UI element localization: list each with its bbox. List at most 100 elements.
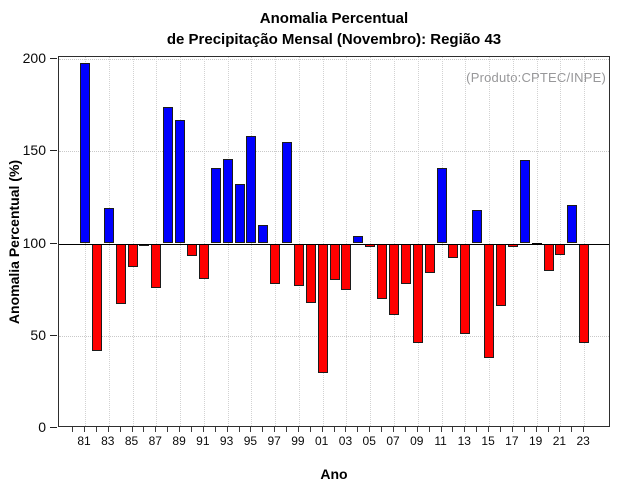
x-tick-1983: [107, 427, 109, 432]
bar-2004: [353, 236, 364, 244]
bar-1989: [175, 119, 186, 244]
x-tick-2001: [321, 427, 323, 432]
y-tick-0: [50, 427, 57, 428]
chart-title-line2: de Precipitação Mensal (Novembro): Regiã…: [166, 31, 502, 48]
y-tick-label-200: 200: [22, 50, 46, 66]
x-tick-label-95: 95: [243, 434, 258, 448]
x-tick-2006: [381, 427, 383, 432]
x-tick-label-11: 11: [434, 434, 447, 448]
x-tick-2003: [345, 427, 347, 432]
bar-1983: [103, 208, 114, 244]
bar-2012: [448, 243, 459, 259]
bar-1991: [198, 243, 209, 279]
x-tick-label-03: 03: [338, 434, 353, 448]
x-tick-1997: [274, 427, 276, 432]
x-tick-label-23: 23: [576, 434, 590, 448]
bar-2008: [400, 243, 411, 285]
x-tick-2004: [357, 427, 359, 432]
x-tick-2010: [428, 427, 430, 432]
x-tick-2009: [416, 427, 418, 432]
x-tick-2007: [393, 427, 394, 432]
bar-2002: [329, 243, 340, 281]
x-tick-label-13: 13: [457, 434, 471, 448]
x-tick-2011: [440, 427, 442, 432]
h-gridline-150: [59, 151, 609, 153]
x-tick-label-19: 19: [528, 434, 543, 448]
bar-1984: [115, 243, 126, 305]
x-tick-2008: [404, 427, 406, 432]
x-tick-label-05: 05: [362, 434, 376, 448]
bar-2000: [305, 243, 316, 303]
product-credit-label: (Produto:CPTEC/INPE): [466, 70, 606, 85]
bar-1990: [186, 243, 197, 257]
chart-title-line1: Anomalia Percentual: [259, 10, 409, 27]
bar-1998: [282, 142, 293, 244]
x-tick-1990: [190, 427, 192, 432]
x-tick-label-99: 99: [291, 434, 305, 448]
x-tick-1985: [131, 427, 133, 432]
y-tick-label-100: 100: [22, 234, 46, 251]
x-tick-2012: [452, 427, 454, 432]
x-tick-1981: [84, 427, 85, 432]
x-tick-label-09: 09: [410, 434, 424, 448]
bar-2001: [317, 243, 328, 373]
x-tick-2022: [571, 427, 573, 432]
bar-2021: [555, 243, 566, 255]
bar-2003: [341, 243, 352, 290]
bar-1995: [246, 136, 257, 244]
v-gridline-2013: [465, 57, 467, 426]
y-tick-label-50: 50: [30, 326, 46, 343]
bar-1994: [234, 184, 245, 244]
x-tick-1999: [297, 427, 299, 432]
x-tick-2021: [559, 427, 561, 432]
bar-1987: [151, 243, 162, 288]
x-tick-label-81: 81: [77, 434, 91, 448]
bar-1999: [293, 243, 304, 286]
v-gridline-2003: [346, 57, 348, 426]
x-tick-1988: [167, 427, 169, 432]
x-tick-label-17: 17: [505, 434, 519, 448]
bar-1992: [210, 167, 221, 244]
bar-2018: [519, 160, 530, 244]
x-tick-1984: [119, 427, 121, 432]
v-gridline-2023: [584, 57, 586, 426]
bar-1982: [91, 243, 102, 351]
v-gridline-2009: [417, 57, 419, 426]
v-gridline-2019: [536, 57, 538, 426]
x-tick-label-21: 21: [552, 434, 567, 448]
x-axis-title: Ano: [320, 466, 348, 482]
v-gridline-1985: [132, 57, 134, 426]
v-gridline-2021: [560, 57, 562, 426]
x-tick-label-01: 01: [315, 434, 329, 448]
x-tick-1994: [238, 427, 240, 432]
v-gridline-2005: [370, 57, 372, 426]
v-gridline-2001: [322, 57, 324, 426]
x-tick-label-07: 07: [386, 434, 400, 448]
bar-1996: [258, 225, 269, 244]
bar-2011: [436, 167, 447, 244]
x-tick-1998: [286, 427, 288, 432]
bar-2016: [495, 243, 506, 307]
v-gridline-1991: [203, 57, 205, 426]
x-tick-label-93: 93: [219, 434, 234, 448]
x-tick-1992: [214, 427, 216, 432]
x-tick-1993: [226, 427, 228, 432]
x-tick-label-87: 87: [148, 434, 162, 448]
y-tick-100: [50, 242, 57, 244]
bar-1985: [127, 243, 138, 268]
plot-area: [58, 56, 610, 427]
bar-2020: [543, 243, 554, 272]
x-tick-2014: [476, 427, 478, 432]
x-tick-label-83: 83: [101, 434, 115, 448]
x-tick-2015: [488, 427, 490, 432]
x-tick-2005: [369, 427, 371, 432]
bar-1997: [270, 243, 281, 285]
y-tick-label-150: 150: [22, 142, 46, 159]
bar-2014: [472, 210, 483, 244]
x-tick-2013: [464, 427, 466, 432]
x-tick-1987: [155, 427, 157, 432]
y-tick-label-0: 0: [38, 419, 46, 435]
bar-2022: [567, 204, 578, 244]
v-gridline-1999: [298, 57, 300, 426]
